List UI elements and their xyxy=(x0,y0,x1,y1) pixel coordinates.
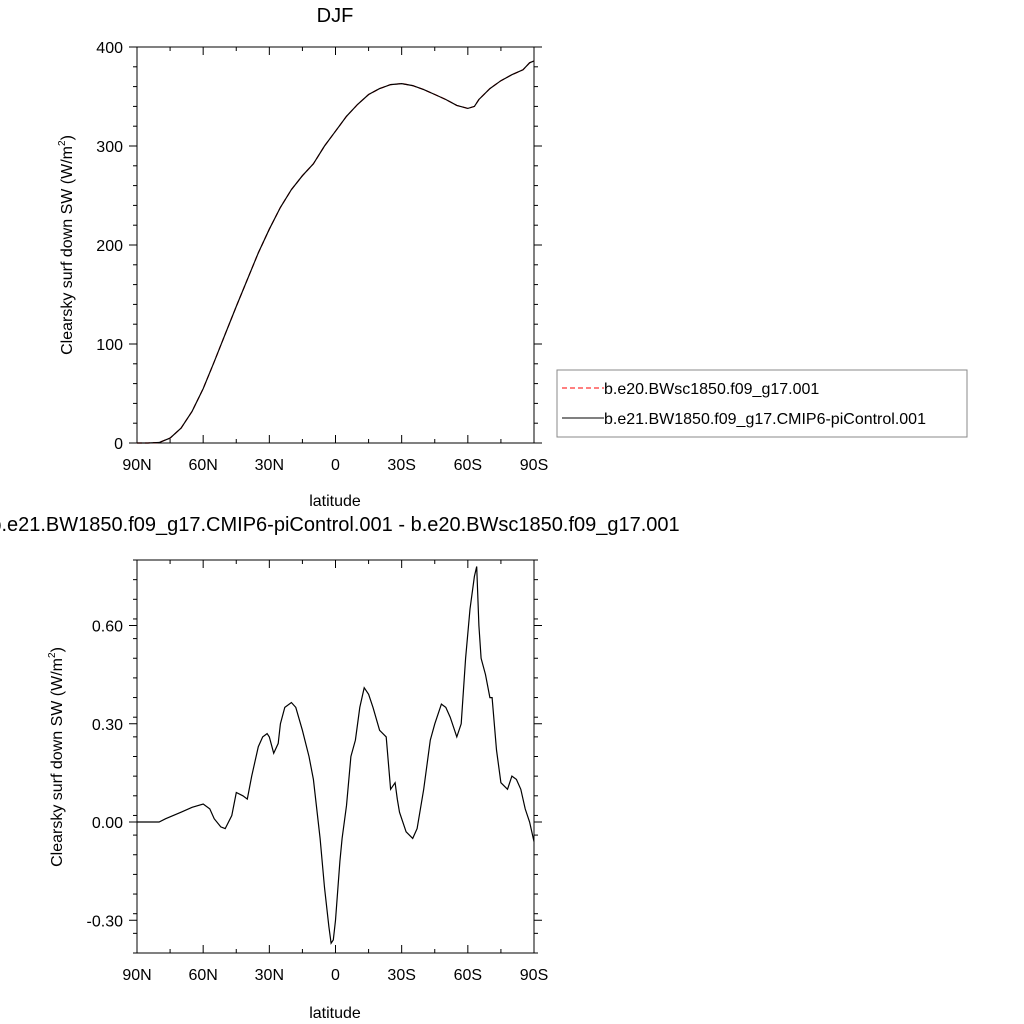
bottom-series-lines xyxy=(137,566,535,945)
x-tick-label: 60S xyxy=(454,457,482,474)
top-series-lines xyxy=(137,60,535,444)
x-tick-label: 60S xyxy=(454,967,482,984)
series-line-1 xyxy=(137,60,535,444)
x-tick-label: 0 xyxy=(331,967,340,984)
x-tick-label: 90S xyxy=(520,457,548,474)
top-ticks: 90N 60N 30N 0 30S 60S 90S 0 100 200 300 400 xyxy=(96,40,548,474)
top-y-axis-label-text: Clearsky surf down SW (W/m xyxy=(59,146,76,355)
y-tick-label: 100 xyxy=(96,337,123,354)
x-tick-label: 30N xyxy=(255,457,284,474)
top-panel: DJF 90N 60N 30N 0 30S 60S 90S 0 100 200 300 400 lat… xyxy=(57,5,968,510)
x-tick-label: 30S xyxy=(387,457,415,474)
y-tick-label: 0.60 xyxy=(92,619,123,636)
bottom-plot-frame xyxy=(136,559,535,954)
x-tick-label: 60N xyxy=(188,457,217,474)
y-tick-label: 0.30 xyxy=(92,717,123,734)
top-y-axis-label-sup: 2 xyxy=(57,140,68,146)
top-y-axis-label: Clearsky surf down SW (W/m2) xyxy=(57,135,76,355)
bottom-ticks: 90N 60N 30N 0 30S 60S 90S -0.30 0.00 0.30 0.60 xyxy=(87,559,548,984)
top-chart-title: DJF xyxy=(317,5,354,27)
y-tick-label: -0.30 xyxy=(87,913,124,930)
y-tick-label: 400 xyxy=(96,40,123,57)
bottom-y-axis-label-sup: 2 xyxy=(47,652,58,658)
x-tick-label: 60N xyxy=(188,967,217,984)
x-tick-label: 30N xyxy=(255,967,284,984)
y-tick-label: 0.00 xyxy=(92,815,123,832)
bottom-y-axis-label-close: ) xyxy=(49,647,66,652)
y-tick-label: 300 xyxy=(96,139,123,156)
legend-label-1: b.e20.BWsc1850.f09_g17.001 xyxy=(604,381,819,398)
x-tick-label: 0 xyxy=(331,457,340,474)
bottom-panel: b.e21.BW1850.f09_g17.CMIP6-piControl.001… xyxy=(0,514,680,1022)
x-tick-label: 30S xyxy=(387,967,415,984)
x-tick-label: 90N xyxy=(122,457,151,474)
legend-box xyxy=(556,369,968,438)
series-line-1 xyxy=(137,566,535,945)
y-tick-label: 0 xyxy=(114,436,123,453)
series-line-2 xyxy=(137,60,535,444)
x-tick-label: 90S xyxy=(520,967,548,984)
bottom-x-axis-label: latitude xyxy=(309,1005,361,1022)
legend: b.e20.BWsc1850.f09_g17.001 b.e21.BW1850.… xyxy=(556,369,968,438)
bottom-chart-title: b.e21.BW1850.f09_g17.CMIP6-piControl.001… xyxy=(0,514,680,536)
bottom-y-axis-label: Clearsky surf down SW (W/m2) xyxy=(47,647,66,867)
top-x-axis-label: latitude xyxy=(309,493,361,510)
bottom-y-axis-label-text: Clearsky surf down SW (W/m xyxy=(49,658,66,867)
x-tick-label: 90N xyxy=(122,967,151,984)
y-tick-label: 200 xyxy=(96,238,123,255)
top-y-axis-label-close: ) xyxy=(59,135,76,140)
legend-label-2: b.e21.BW1850.f09_g17.CMIP6-piControl.001 xyxy=(604,411,926,428)
